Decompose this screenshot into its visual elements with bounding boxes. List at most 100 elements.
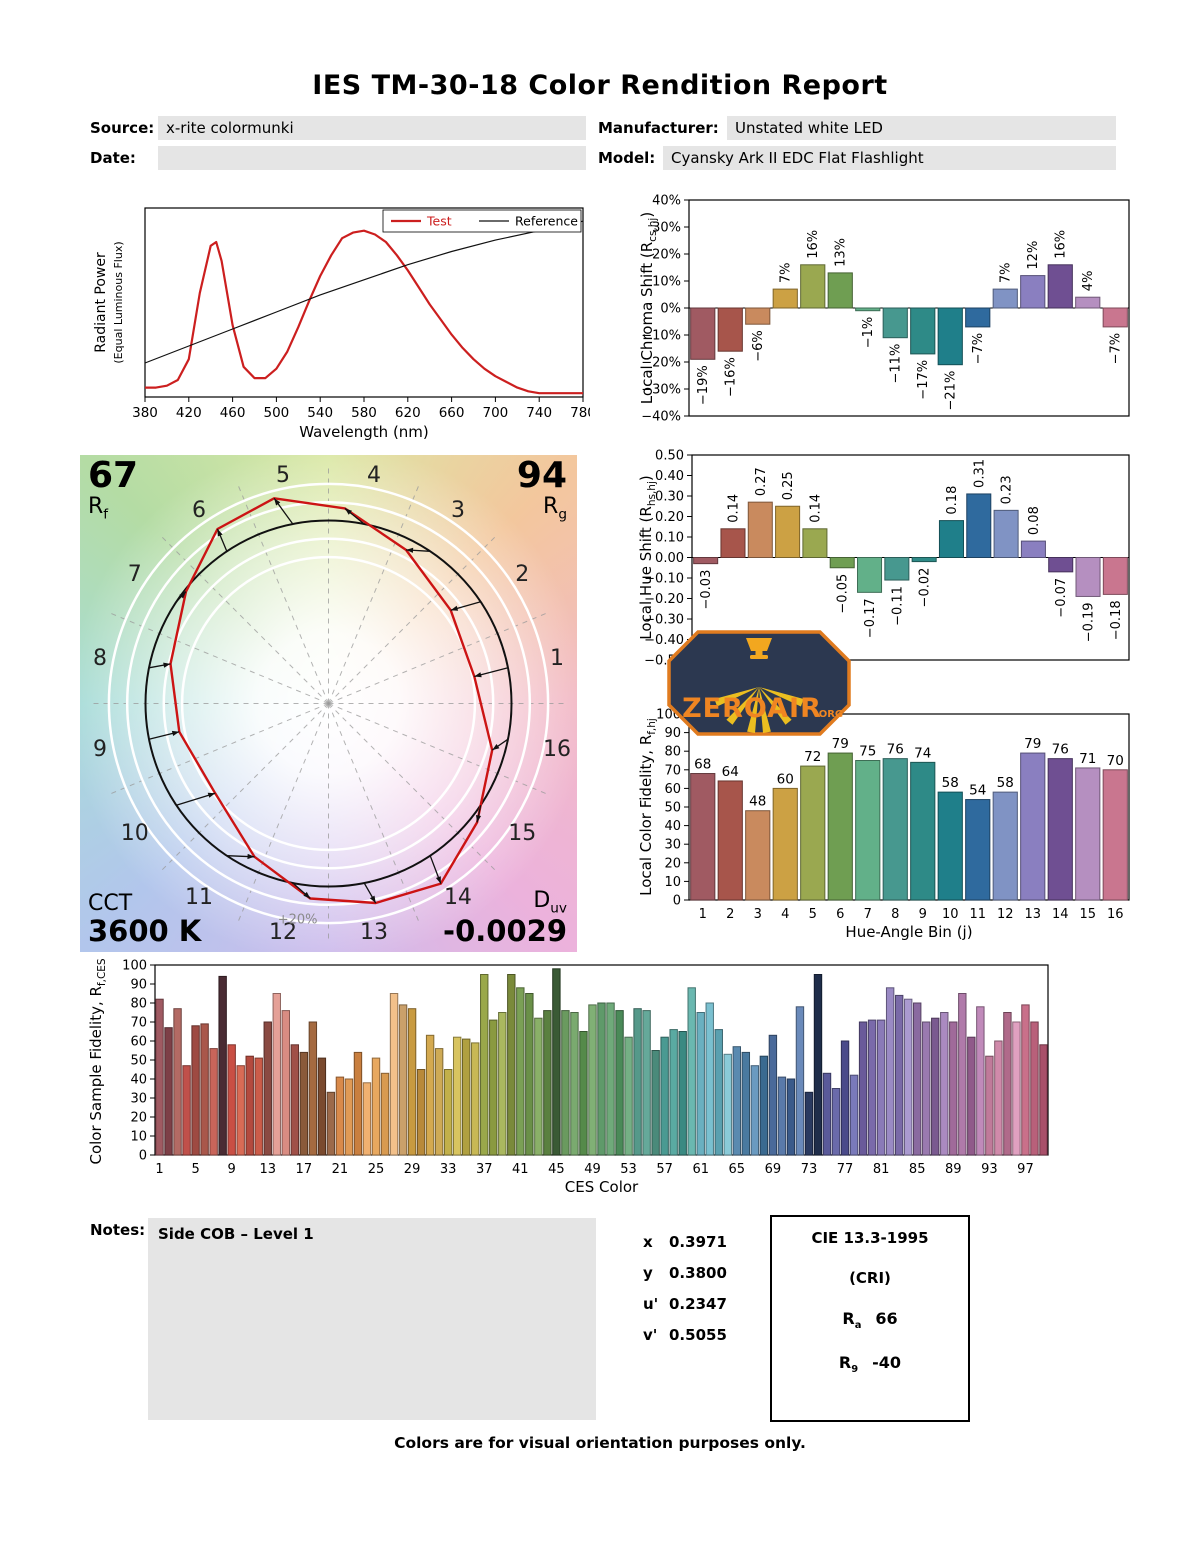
svg-text:1: 1 [155, 1162, 163, 1177]
svg-text:0.20: 0.20 [655, 510, 684, 525]
svg-text:79: 79 [832, 736, 849, 752]
svg-text:11: 11 [969, 907, 986, 922]
svg-text:1: 1 [699, 907, 707, 922]
svg-text:+20%: +20% [278, 912, 318, 927]
svg-text:0.27: 0.27 [754, 467, 769, 496]
svg-text:8: 8 [93, 646, 107, 671]
svg-text:40: 40 [130, 1073, 147, 1088]
cri-title: CIE 13.3-1995 [811, 1229, 929, 1247]
svg-text:29: 29 [404, 1162, 421, 1177]
svg-text:CES Color: CES Color [565, 1178, 639, 1196]
svg-text:−7%: −7% [1109, 333, 1124, 365]
svg-text:−40%: −40% [641, 410, 681, 425]
svg-text:54: 54 [969, 783, 986, 799]
color-sample-fidelity-chart: 0 10 20 30 40 50 60 70 80 90 100 1 5 9 13 17 21 25 29 33 37 4… [87, 958, 1049, 1196]
chromaticity-row: y 0.3800 [643, 1264, 727, 1282]
svg-text:15: 15 [1079, 907, 1096, 922]
date-value [158, 146, 586, 170]
svg-text:5: 5 [809, 907, 817, 922]
model-label: Model: [598, 149, 656, 167]
svg-text:Local Color Fidelity, Rf,hj: Local Color Fidelity, Rf,hj [637, 718, 658, 896]
svg-text:Local Chroma Shift (Rcs,hj): Local Chroma Shift (Rcs,hj) [638, 212, 659, 404]
svg-text:16: 16 [1107, 907, 1124, 922]
svg-text:90: 90 [664, 726, 681, 741]
svg-text:−0.11: −0.11 [890, 586, 905, 626]
svg-text:90: 90 [130, 978, 147, 993]
svg-text:0%: 0% [660, 302, 681, 317]
svg-text:11: 11 [185, 885, 213, 910]
svg-text:12: 12 [997, 907, 1014, 922]
logo-suffix: .ORG [815, 709, 843, 720]
svg-text:85: 85 [909, 1162, 926, 1177]
svg-text:Local Hue Shift (Rhs,hj): Local Hue Shift (Rhs,hj) [637, 475, 658, 639]
svg-text:0: 0 [139, 1149, 147, 1164]
duv-block: Duv -0.0029 [443, 889, 567, 946]
svg-text:3: 3 [451, 498, 465, 523]
rf-block: 67 Rf [88, 457, 138, 522]
svg-text:0.14: 0.14 [808, 494, 823, 523]
svg-text:740: 740 [526, 405, 552, 421]
svg-text:−0.05: −0.05 [836, 574, 851, 614]
svg-text:5: 5 [276, 463, 290, 488]
svg-text:−0.20: −0.20 [644, 592, 684, 607]
svg-text:16: 16 [543, 737, 571, 762]
svg-text:580: 580 [351, 405, 377, 421]
svg-text:68: 68 [694, 757, 711, 773]
svg-text:10: 10 [130, 1130, 147, 1145]
duv-value: -0.0029 [443, 913, 567, 948]
svg-text:Reference: Reference [515, 214, 578, 229]
footer-disclaimer: Colors are for visual orientation purpos… [394, 1434, 806, 1452]
chromaticity-row: v' 0.5055 [643, 1326, 727, 1344]
svg-text:−10%: −10% [641, 329, 681, 344]
svg-text:540: 540 [307, 405, 333, 421]
svg-text:4: 4 [367, 463, 381, 488]
svg-text:−0.03: −0.03 [699, 570, 714, 610]
svg-text:6: 6 [836, 907, 844, 922]
svg-text:12%: 12% [1026, 241, 1041, 270]
svg-text:97: 97 [1017, 1162, 1034, 1177]
svg-text:100: 100 [122, 959, 147, 974]
svg-text:9: 9 [93, 737, 107, 762]
svg-text:60: 60 [130, 1035, 147, 1050]
cri-box: CIE 13.3-1995 (CRI) Ra 66 R9 -40 [770, 1215, 970, 1422]
svg-text:60: 60 [777, 771, 794, 787]
svg-text:41: 41 [512, 1162, 529, 1177]
svg-text:40: 40 [664, 819, 681, 834]
svg-text:73: 73 [801, 1162, 818, 1177]
svg-text:−20%: −20% [641, 356, 681, 371]
svg-text:10: 10 [664, 875, 681, 890]
svg-text:0.25: 0.25 [781, 471, 796, 500]
svg-text:7: 7 [128, 562, 142, 587]
svg-text:12: 12 [269, 920, 297, 945]
svg-text:10%: 10% [652, 275, 681, 290]
manufacturer-value: Unstated white LED [727, 116, 1116, 140]
svg-text:Wavelength (nm): Wavelength (nm) [299, 423, 429, 441]
svg-text:(Equal Luminous Flux): (Equal Luminous Flux) [112, 241, 125, 363]
svg-text:25: 25 [368, 1162, 385, 1177]
svg-text:30: 30 [130, 1092, 147, 1107]
cri-r9: R9 -40 [838, 1353, 902, 1376]
logo-badge-shape [667, 630, 851, 736]
svg-text:9: 9 [228, 1162, 236, 1177]
svg-text:16%: 16% [1054, 230, 1069, 259]
svg-text:76: 76 [887, 742, 904, 758]
svg-text:76: 76 [1052, 742, 1069, 758]
local-chroma-shift-chart: −40% −30% −20% −10% 0% 10% 20% 30% 40% −19% −16% −6… [638, 194, 1130, 425]
local-hue-shift-chart: −0.50−0.40−0.30−0.20−0.100.000.100.200.3… [637, 449, 1130, 669]
svg-text:Hue-Angle Bin (j): Hue-Angle Bin (j) [845, 923, 972, 941]
spd-chart: 380 420 460 500 540 580 620 660 700 740 780 Wavelen… [93, 207, 590, 441]
svg-text:Color Sample Fidelity, Rf,CESi: Color Sample Fidelity, Rf,CESi [87, 958, 108, 1165]
svg-text:13%: 13% [834, 238, 849, 267]
cct-block: CCT 3600 K [88, 892, 201, 946]
svg-text:69: 69 [765, 1162, 782, 1177]
svg-text:−0.17: −0.17 [863, 598, 878, 638]
svg-text:37: 37 [476, 1162, 493, 1177]
svg-text:0.23: 0.23 [1000, 475, 1015, 504]
color-vector-graphic: 1 2 3 4 5 6 7 8 9 10 11 12 13 14 15 16 +20% 67 Rf 94 Rg … [80, 455, 577, 952]
svg-text:2: 2 [726, 907, 734, 922]
svg-text:−17%: −17% [916, 360, 931, 400]
svg-text:7%: 7% [779, 262, 794, 283]
svg-text:Radiant Power: Radiant Power [93, 252, 109, 353]
